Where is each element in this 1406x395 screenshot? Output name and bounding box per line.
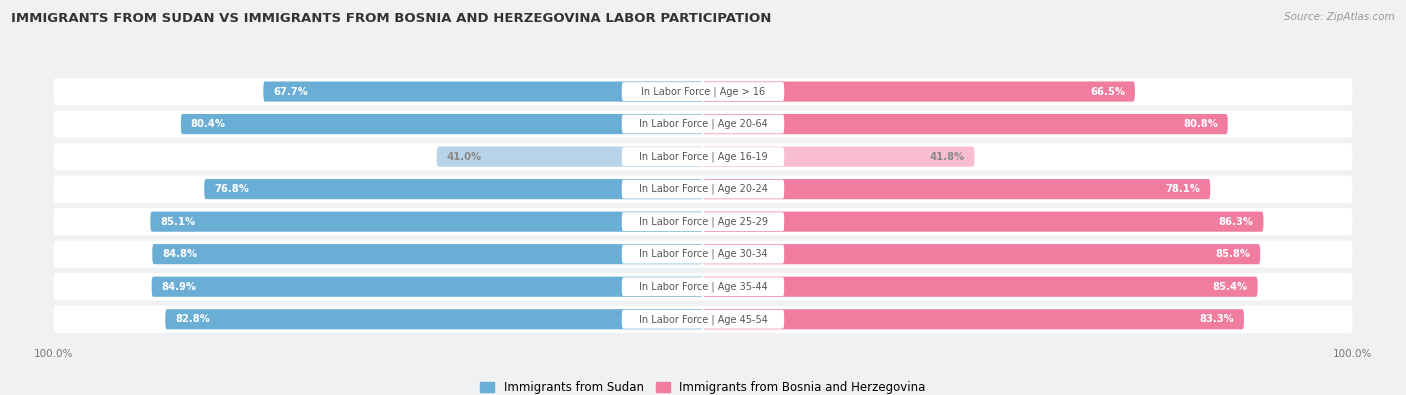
Text: 82.8%: 82.8%	[174, 314, 209, 324]
FancyBboxPatch shape	[703, 212, 1264, 232]
Text: 67.7%: 67.7%	[273, 87, 308, 96]
FancyBboxPatch shape	[166, 309, 703, 329]
Text: Source: ZipAtlas.com: Source: ZipAtlas.com	[1284, 12, 1395, 22]
FancyBboxPatch shape	[53, 241, 1353, 268]
Text: In Labor Force | Age > 16: In Labor Force | Age > 16	[641, 86, 765, 97]
FancyBboxPatch shape	[152, 276, 703, 297]
FancyBboxPatch shape	[53, 143, 1353, 170]
Text: In Labor Force | Age 16-19: In Labor Force | Age 16-19	[638, 151, 768, 162]
FancyBboxPatch shape	[152, 244, 703, 264]
FancyBboxPatch shape	[703, 179, 1211, 199]
Text: 41.8%: 41.8%	[929, 152, 965, 162]
FancyBboxPatch shape	[621, 310, 785, 329]
FancyBboxPatch shape	[53, 208, 1353, 235]
Text: In Labor Force | Age 30-34: In Labor Force | Age 30-34	[638, 249, 768, 260]
Text: 41.0%: 41.0%	[447, 152, 482, 162]
FancyBboxPatch shape	[621, 212, 785, 231]
FancyBboxPatch shape	[703, 114, 1227, 134]
FancyBboxPatch shape	[621, 147, 785, 166]
FancyBboxPatch shape	[53, 306, 1353, 333]
Text: In Labor Force | Age 35-44: In Labor Force | Age 35-44	[638, 282, 768, 292]
FancyBboxPatch shape	[621, 180, 785, 199]
Text: 85.4%: 85.4%	[1213, 282, 1249, 292]
FancyBboxPatch shape	[621, 115, 785, 134]
Text: 84.8%: 84.8%	[162, 249, 197, 259]
FancyBboxPatch shape	[621, 82, 785, 101]
FancyBboxPatch shape	[703, 309, 1244, 329]
Text: 85.8%: 85.8%	[1215, 249, 1250, 259]
Text: 83.3%: 83.3%	[1199, 314, 1234, 324]
FancyBboxPatch shape	[53, 273, 1353, 300]
FancyBboxPatch shape	[703, 147, 974, 167]
FancyBboxPatch shape	[621, 277, 785, 296]
Text: 85.1%: 85.1%	[160, 217, 195, 227]
Text: 84.9%: 84.9%	[162, 282, 197, 292]
Text: In Labor Force | Age 45-54: In Labor Force | Age 45-54	[638, 314, 768, 325]
Text: 86.3%: 86.3%	[1219, 217, 1254, 227]
FancyBboxPatch shape	[263, 81, 703, 102]
Text: 80.8%: 80.8%	[1182, 119, 1218, 129]
Text: 78.1%: 78.1%	[1166, 184, 1201, 194]
Legend: Immigrants from Sudan, Immigrants from Bosnia and Herzegovina: Immigrants from Sudan, Immigrants from B…	[475, 376, 931, 395]
Text: 66.5%: 66.5%	[1090, 87, 1125, 96]
FancyBboxPatch shape	[150, 212, 703, 232]
Text: IMMIGRANTS FROM SUDAN VS IMMIGRANTS FROM BOSNIA AND HERZEGOVINA LABOR PARTICIPAT: IMMIGRANTS FROM SUDAN VS IMMIGRANTS FROM…	[11, 12, 772, 25]
Text: 76.8%: 76.8%	[214, 184, 249, 194]
FancyBboxPatch shape	[703, 244, 1260, 264]
FancyBboxPatch shape	[621, 245, 785, 263]
Text: In Labor Force | Age 20-64: In Labor Force | Age 20-64	[638, 119, 768, 129]
FancyBboxPatch shape	[53, 111, 1353, 138]
FancyBboxPatch shape	[53, 78, 1353, 105]
FancyBboxPatch shape	[204, 179, 703, 199]
Text: 80.4%: 80.4%	[191, 119, 225, 129]
FancyBboxPatch shape	[703, 81, 1135, 102]
FancyBboxPatch shape	[703, 276, 1257, 297]
FancyBboxPatch shape	[53, 175, 1353, 203]
FancyBboxPatch shape	[437, 147, 703, 167]
Text: In Labor Force | Age 20-24: In Labor Force | Age 20-24	[638, 184, 768, 194]
FancyBboxPatch shape	[181, 114, 703, 134]
Text: In Labor Force | Age 25-29: In Labor Force | Age 25-29	[638, 216, 768, 227]
